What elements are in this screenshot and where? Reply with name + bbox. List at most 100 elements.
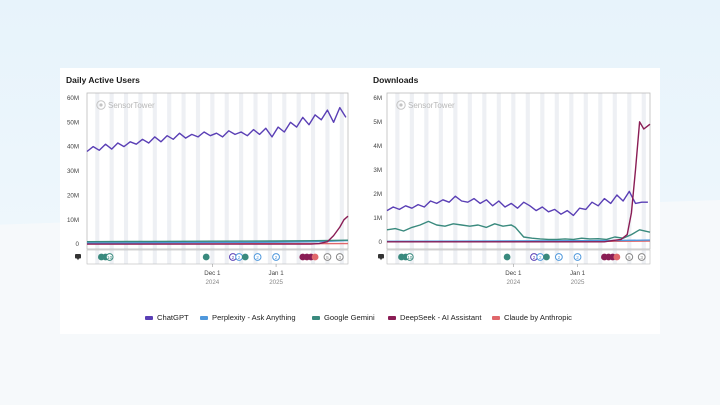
- weekend-band: [239, 93, 244, 249]
- weekend-band: [583, 250, 588, 264]
- x-tick-label: Jan 1: [570, 270, 586, 277]
- sensortower-logo-dot: [99, 103, 103, 107]
- event-marker-dot: [613, 253, 621, 261]
- event-marker: 10: [405, 253, 414, 261]
- x-tick-label: Jan 1: [269, 270, 285, 277]
- legend-swatch: [312, 315, 320, 320]
- sensortower-logo-icon: [96, 100, 106, 110]
- event-marker: [311, 253, 319, 261]
- legend-label: Perplexity - Ask Anything: [212, 313, 296, 322]
- weekend-band: [395, 93, 400, 249]
- event-marker: 2: [229, 253, 237, 261]
- y-tick-label: 40M: [67, 144, 79, 151]
- weekend-band: [395, 250, 400, 264]
- event-marker: [613, 253, 621, 261]
- weekend-band: [598, 250, 603, 264]
- legend-swatch: [388, 315, 396, 320]
- legend-item[interactable]: ChatGPT: [145, 313, 189, 322]
- event-marker-ring: [272, 253, 280, 261]
- event-marker-ring: [554, 253, 563, 261]
- y-tick-label: 50M: [67, 119, 79, 126]
- weekend-band: [525, 93, 530, 249]
- weekend-band: [224, 93, 229, 249]
- x-tick-year: 2024: [205, 279, 219, 286]
- watermark-text: SensorTower: [408, 101, 455, 110]
- y-tick-label: 30M: [67, 168, 79, 175]
- weekend-band: [282, 93, 287, 249]
- event-marker-label: 2: [232, 255, 235, 260]
- weekend-band: [181, 250, 186, 264]
- event-marker-dot: [311, 253, 319, 261]
- legend-label: ChatGPT: [157, 313, 189, 322]
- event-marker-label: 10: [107, 255, 113, 260]
- weekend-band: [282, 250, 287, 264]
- sensortower-watermark: SensorTower: [396, 100, 455, 110]
- weekend-band: [296, 93, 301, 249]
- weekend-band: [109, 93, 114, 249]
- x-tick-year: 2024: [506, 279, 520, 286]
- weekend-band: [253, 93, 258, 249]
- watermark-text: SensorTower: [108, 101, 155, 110]
- legend-item[interactable]: Claude by Anthropic: [492, 313, 572, 322]
- sensortower-logo-icon: [396, 100, 406, 110]
- event-marker-ring: [405, 253, 414, 261]
- event-marker-ring: [323, 253, 332, 261]
- event-marker-dot: [503, 253, 511, 261]
- chat-bubble-tail: [77, 258, 79, 261]
- event-marker: 2: [253, 253, 262, 261]
- event-strip-frame: [386, 249, 651, 265]
- weekend-band: [467, 250, 472, 264]
- weekend-band: [569, 250, 574, 264]
- legend-item[interactable]: Perplexity - Ask Anything: [200, 313, 296, 322]
- y-tick-label: 0: [76, 241, 80, 248]
- event-marker-ring: [637, 253, 646, 261]
- plot-frame: [386, 92, 651, 250]
- weekend-band: [482, 93, 487, 249]
- y-tick-label: 10M: [67, 217, 79, 224]
- weekend-band: [167, 93, 172, 249]
- plot-frame: [86, 92, 349, 250]
- legend-item[interactable]: DeepSeek - AI Assistant: [388, 313, 481, 322]
- chat-bubble-body: [378, 254, 384, 259]
- legend-label: Google Gemini: [324, 313, 375, 322]
- y-tick-label: 5M: [373, 119, 382, 126]
- weekend-band: [311, 93, 316, 249]
- weekend-band: [167, 250, 172, 264]
- weekend-band: [554, 93, 559, 249]
- sensortower-watermark: SensorTower: [96, 100, 155, 110]
- event-marker: [503, 253, 511, 261]
- y-tick-label: 20M: [67, 192, 79, 199]
- event-marker: [543, 253, 550, 261]
- chat-bubble-body: [75, 254, 81, 259]
- chart-card: [60, 68, 660, 334]
- y-tick-label: 4M: [373, 143, 382, 150]
- weekend-band: [267, 250, 272, 264]
- event-marker: 5: [625, 253, 634, 261]
- y-tick-label: 0: [379, 239, 383, 246]
- event-marker-label: 3: [640, 255, 643, 260]
- weekend-band: [138, 250, 143, 264]
- weekend-band: [210, 250, 215, 264]
- series-line-gemini: [86, 239, 349, 243]
- legend-item[interactable]: Google Gemini: [312, 313, 375, 322]
- weekend-band: [195, 93, 201, 249]
- event-marker-label: 2: [558, 255, 561, 260]
- weekend-band: [138, 93, 143, 249]
- event-marker: 2: [573, 253, 582, 261]
- weekend-band: [339, 93, 344, 249]
- chart-title: Daily Active Users: [66, 75, 140, 85]
- event-marker: 2: [272, 253, 280, 261]
- weekend-band: [409, 93, 414, 249]
- series-line-chatgpt: [386, 190, 648, 217]
- legend-swatch: [492, 315, 500, 320]
- weekend-band: [438, 93, 443, 249]
- event-marker-label: 5: [326, 255, 329, 260]
- weekend-band: [438, 250, 443, 264]
- series-line-chatgpt: [86, 106, 347, 153]
- weekend-band: [123, 93, 129, 249]
- weekend-bands: [95, 93, 344, 264]
- weekend-band: [496, 250, 501, 264]
- x-tick-year: 2025: [269, 279, 283, 286]
- series-line-gemini: [386, 220, 651, 241]
